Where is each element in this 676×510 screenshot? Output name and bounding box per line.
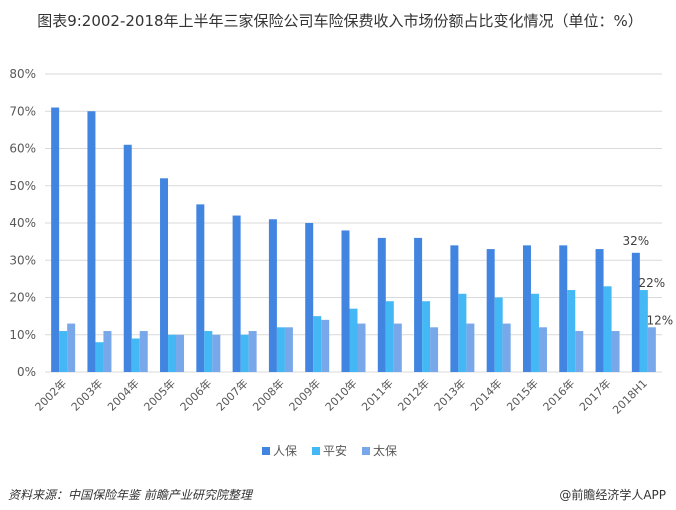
bar-太保 — [176, 334, 185, 372]
x-tick-label: 2013年 — [431, 376, 468, 413]
bar-平安 — [131, 338, 140, 372]
x-tick-label: 2005年 — [141, 376, 178, 413]
x-tick-label: 2015年 — [504, 376, 541, 413]
y-tick-label: 0% — [17, 365, 36, 379]
bar-太保 — [284, 327, 293, 372]
bar-平安 — [240, 334, 249, 372]
x-tick-label: 2011年 — [358, 376, 395, 413]
bar-太保 — [430, 327, 439, 372]
bar-太保 — [212, 334, 221, 372]
bar-太保 — [466, 323, 475, 372]
bar-人保 — [87, 111, 96, 372]
y-tick-label: 10% — [9, 328, 36, 342]
x-tick-label: 2012年 — [395, 376, 432, 413]
bar-太保 — [575, 331, 584, 372]
bar-太保 — [647, 327, 656, 372]
legend-swatch — [262, 447, 270, 455]
bar-太保 — [611, 331, 620, 372]
data-label: 32% — [623, 234, 650, 248]
y-tick-label: 60% — [9, 142, 36, 156]
bar-人保 — [232, 215, 241, 372]
bar-平安 — [313, 316, 322, 372]
bar-人保 — [341, 230, 350, 372]
bar-平安 — [494, 297, 503, 372]
bar-平安 — [422, 301, 431, 372]
chart-title: 图表9:2002-2018年上半年三家保险公司车险保费收入市场份额占比变化情况（… — [37, 12, 643, 30]
bar-平安 — [603, 286, 612, 372]
y-tick-label: 30% — [9, 253, 36, 267]
bar-平安 — [204, 331, 213, 372]
x-tick-label: 2003年 — [68, 376, 105, 413]
x-tick-label: 2002年 — [32, 376, 69, 413]
x-tick-label: 2004年 — [104, 376, 141, 413]
legend-swatch — [312, 447, 320, 455]
legend-label: 太保 — [373, 443, 397, 458]
bar-平安 — [95, 342, 104, 372]
x-tick-label: 2017年 — [576, 376, 613, 413]
bar-太保 — [248, 331, 257, 372]
bar-平安 — [567, 290, 576, 372]
y-tick-label: 20% — [9, 291, 36, 305]
bar-人保 — [450, 245, 459, 372]
bar-平安 — [458, 293, 467, 372]
bar-人保 — [414, 237, 423, 372]
bar-chart: 0% 10% 20% 30% 40% 50% 60% 70% 80% 2002年 2003年 2004… — [9, 67, 674, 458]
x-tick-label: 2006年 — [177, 376, 214, 413]
x-tick-label: 2014年 — [467, 376, 504, 413]
bar-太保 — [103, 331, 112, 372]
brand-label: @前瞻经济学人APP — [559, 488, 666, 502]
bar-平安 — [168, 334, 177, 372]
bar-太保 — [321, 319, 330, 372]
bar-平安 — [349, 308, 358, 372]
y-tick-label: 80% — [9, 67, 36, 81]
bar-人保 — [559, 245, 568, 372]
y-tick-label: 70% — [9, 104, 36, 118]
bar-人保 — [123, 144, 132, 372]
bar-人保 — [305, 223, 314, 372]
bar-人保 — [51, 107, 60, 373]
bar-人保 — [595, 249, 604, 372]
legend-swatch — [362, 447, 370, 455]
x-tick-label: 2009年 — [286, 376, 323, 413]
bar-人保 — [486, 249, 495, 372]
bar-平安 — [530, 293, 539, 372]
bar-太保 — [502, 323, 511, 372]
x-tick-label: 2018H1 — [610, 377, 650, 417]
data-label: 22% — [639, 276, 666, 290]
y-tick-label: 50% — [9, 179, 36, 193]
bar-太保 — [357, 323, 366, 372]
x-tick-label: 2010年 — [322, 376, 359, 413]
bar-太保 — [67, 323, 76, 372]
x-tick-label: 2008年 — [250, 376, 287, 413]
bar-人保 — [522, 245, 531, 372]
bar-太保 — [538, 327, 547, 372]
bar-人保 — [196, 204, 205, 372]
y-tick-label: 40% — [9, 216, 36, 230]
source-note: 资料来源：中国保险年鉴 前瞻产业研究院整理 — [8, 488, 252, 502]
bar-人保 — [160, 178, 169, 372]
bar-人保 — [631, 252, 640, 372]
bar-平安 — [59, 331, 68, 372]
legend-label: 平安 — [323, 443, 347, 458]
bar-太保 — [393, 323, 402, 372]
bar-平安 — [276, 327, 285, 372]
bar-平安 — [639, 290, 648, 372]
legend-label: 人保 — [273, 444, 297, 458]
data-label: 12% — [647, 313, 674, 327]
bar-平安 — [385, 301, 394, 372]
bar-人保 — [377, 237, 386, 372]
x-tick-label: 2007年 — [213, 376, 250, 413]
bar-太保 — [139, 331, 148, 372]
bar-人保 — [268, 219, 277, 372]
x-tick-label: 2016年 — [540, 376, 577, 413]
